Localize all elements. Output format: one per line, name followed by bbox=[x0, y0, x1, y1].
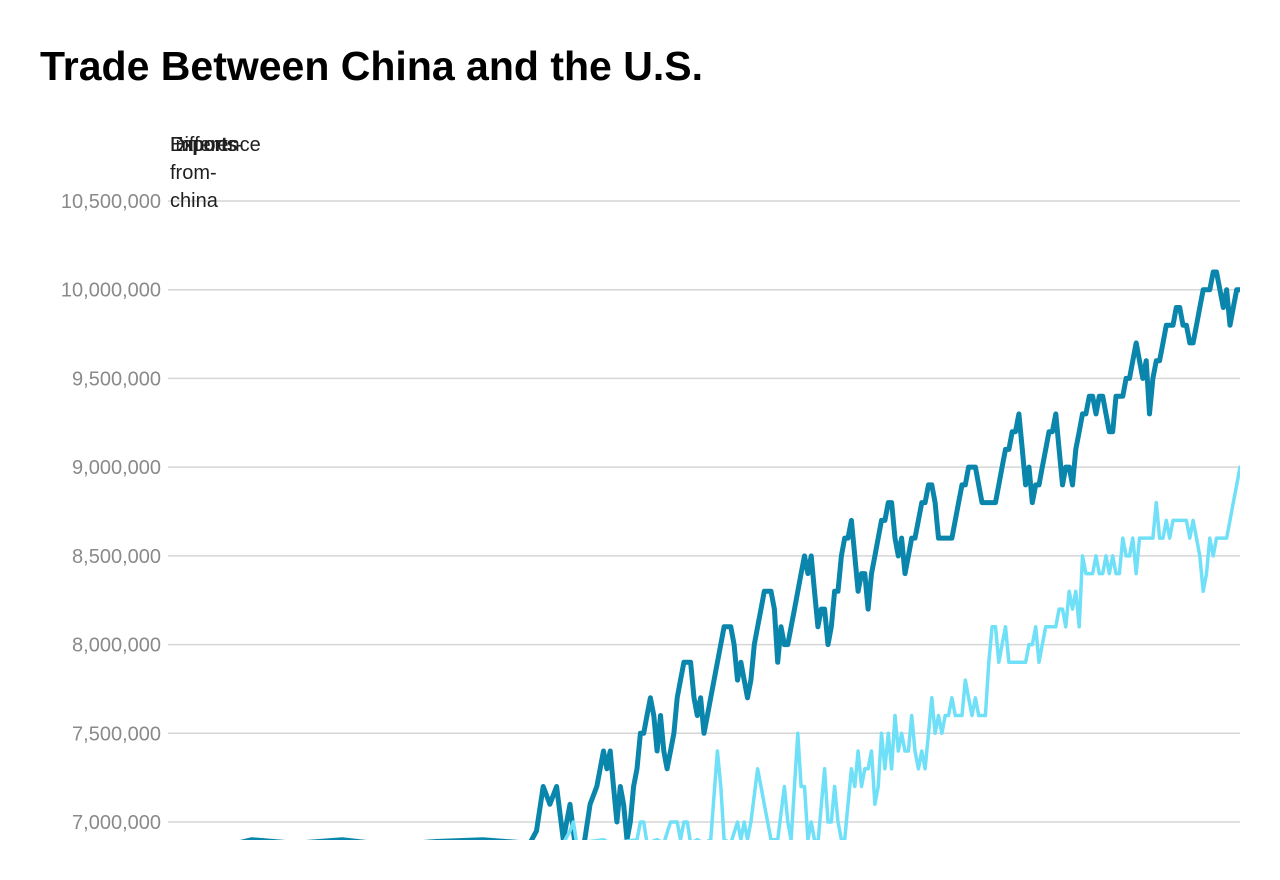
y-tick-label: 10,000,000 bbox=[61, 280, 161, 302]
y-tick-label: 7,500,000 bbox=[72, 723, 161, 745]
y-tick-label: 10,500,000 bbox=[61, 191, 161, 213]
axis-label-overlap: Exports bbox=[170, 134, 238, 156]
series-lines bbox=[239, 269, 1240, 840]
page-title: Trade Between China and the U.S. bbox=[40, 43, 703, 89]
y-axis-label-line: Imports- bbox=[170, 134, 243, 156]
axis-label-overlap: Difference bbox=[170, 134, 261, 156]
y-tick-label: 8,000,000 bbox=[72, 635, 161, 657]
y-tick-label: 9,500,000 bbox=[72, 368, 161, 390]
series-line-1 bbox=[239, 269, 1240, 840]
y-tick-label: 9,000,000 bbox=[72, 457, 161, 479]
y-tick-label: 7,000,000 bbox=[72, 812, 161, 834]
y-tick-label: 8,500,000 bbox=[72, 546, 161, 568]
y-axis-label-line: china bbox=[170, 190, 219, 212]
series-line-2 bbox=[563, 465, 1240, 840]
y-axis-label-line: from- bbox=[170, 162, 217, 184]
y-axis-ticks: 7,000,000 7,500,000 8,000,000 8,500,000 9,00… bbox=[61, 191, 161, 834]
